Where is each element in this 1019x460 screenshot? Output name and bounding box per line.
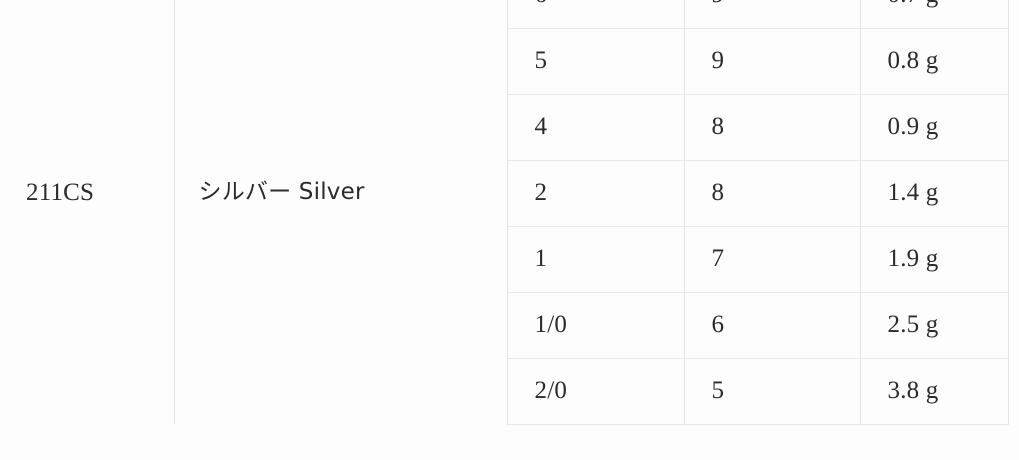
cell-hook-size: 1 bbox=[507, 226, 685, 293]
cell-ring-size: 6 bbox=[684, 292, 861, 359]
cell-hook-size: 6 bbox=[507, 0, 685, 29]
cell-hook-size: 1/0 bbox=[507, 292, 685, 359]
table-row: 4 8 0.9 g bbox=[0, 94, 1009, 161]
cell-model: 211CS bbox=[0, 0, 175, 424]
table-row: 1 7 1.9 g bbox=[0, 226, 1009, 293]
cell-weight: 0.7 g bbox=[860, 0, 1009, 29]
cell-ring-size: 8 bbox=[684, 160, 861, 227]
table-row: 1/0 6 2.5 g bbox=[0, 292, 1009, 359]
cell-ring-size: 7 bbox=[684, 226, 861, 293]
cell-hook-size: 4 bbox=[507, 94, 685, 161]
cell-weight: 1.4 g bbox=[860, 160, 1009, 227]
cell-ring-size: 9 bbox=[684, 28, 861, 95]
cell-ring-size: 5 bbox=[684, 358, 861, 425]
table-row: 5 9 0.8 g bbox=[0, 28, 1009, 95]
cell-weight: 0.9 g bbox=[860, 94, 1009, 161]
table-row: 2/0 5 3.8 g bbox=[0, 358, 1009, 425]
cell-color: シルバー Silver bbox=[174, 0, 508, 424]
table-row: 2 8 1.4 g bbox=[0, 160, 1009, 227]
cell-hook-size: 2/0 bbox=[507, 358, 685, 425]
cell-hook-size: 5 bbox=[507, 28, 685, 95]
cell-ring-size: 8 bbox=[684, 94, 861, 161]
cell-ring-size: 9 bbox=[684, 0, 861, 29]
cell-weight: 0.8 g bbox=[860, 28, 1009, 95]
cell-weight: 2.5 g bbox=[860, 292, 1009, 359]
cell-weight: 1.9 g bbox=[860, 226, 1009, 293]
cell-weight: 3.8 g bbox=[860, 358, 1009, 425]
cell-hook-size: 2 bbox=[507, 160, 685, 227]
